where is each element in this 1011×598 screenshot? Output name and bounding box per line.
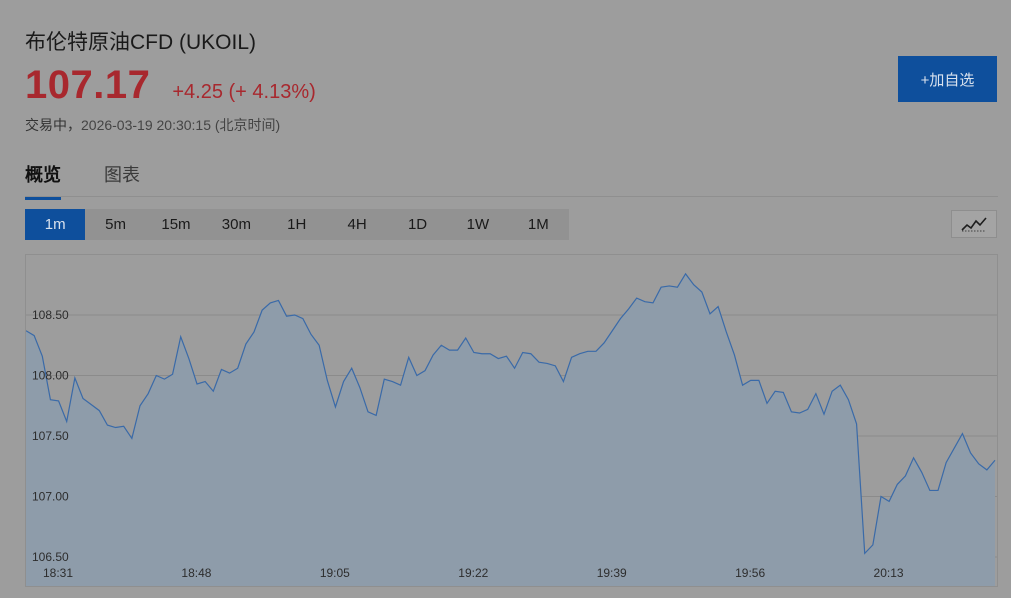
interval-1d[interactable]: 1D xyxy=(407,216,428,233)
tab-bar: 概览 图表 xyxy=(25,150,998,200)
chart-type-toggle-button[interactable] xyxy=(951,210,997,238)
price-chart[interactable]: 108.50 108.00 107.50 107.00 106.50 18:31 18:48… xyxy=(25,254,998,587)
x-tick-label: 19:22 xyxy=(458,566,488,580)
tab-overview[interactable]: 概览 xyxy=(25,161,61,200)
add-watchlist-button[interactable]: +加自选 xyxy=(898,56,997,102)
y-tick-label: 107.50 xyxy=(32,429,69,443)
y-tick-label: 107.00 xyxy=(32,490,69,504)
tab-chart[interactable]: 图表 xyxy=(104,165,140,185)
price-change: +4.25 (+ 4.13%) xyxy=(172,81,316,103)
x-tick-label: 19:39 xyxy=(597,566,627,580)
x-tick-label: 18:31 xyxy=(43,566,73,580)
x-tick-label: 18:48 xyxy=(181,566,211,580)
price-area xyxy=(26,273,995,586)
last-price: 107.17 xyxy=(25,63,151,107)
line-chart-icon xyxy=(961,217,987,232)
trading-status: 交易中，2026-03-19 20:30:15 (北京时间) xyxy=(25,115,280,135)
x-tick-label: 20:13 xyxy=(874,566,904,580)
y-tick-label: 108.50 xyxy=(32,308,69,322)
y-tick-label: 106.50 xyxy=(32,550,69,564)
interval-15m[interactable]: 15m xyxy=(161,216,191,233)
interval-5m[interactable]: 5m xyxy=(105,216,126,233)
y-tick-label: 108.00 xyxy=(32,369,69,383)
price-line xyxy=(26,272,996,555)
x-tick-label: 19:05 xyxy=(320,566,350,580)
instrument-title: 布伦特原油CFD (UKOIL) xyxy=(25,31,256,54)
interval-1mo[interactable]: 1M xyxy=(527,216,549,233)
interval-1h[interactable]: 1H xyxy=(287,216,307,233)
quote-timestamp: 2026-03-19 20:30:15 (北京时间) xyxy=(81,117,281,133)
interval-1m[interactable]: 1m xyxy=(25,209,86,240)
status-label: 交易中， xyxy=(25,117,81,133)
interval-selector: 1m 5m 15m 30m 1H 4H 1D 1W 1M xyxy=(25,209,569,240)
price-row: 107.17 +4.25 (+ 4.13%) xyxy=(25,63,316,108)
price-chart-svg: 108.50 108.00 107.50 107.00 106.50 18:31 18:48… xyxy=(26,272,997,586)
interval-1w[interactable]: 1W xyxy=(466,216,490,233)
interval-30m[interactable]: 30m xyxy=(221,216,251,233)
interval-4h[interactable]: 4H xyxy=(347,216,367,233)
x-tick-label: 19:56 xyxy=(735,566,765,580)
